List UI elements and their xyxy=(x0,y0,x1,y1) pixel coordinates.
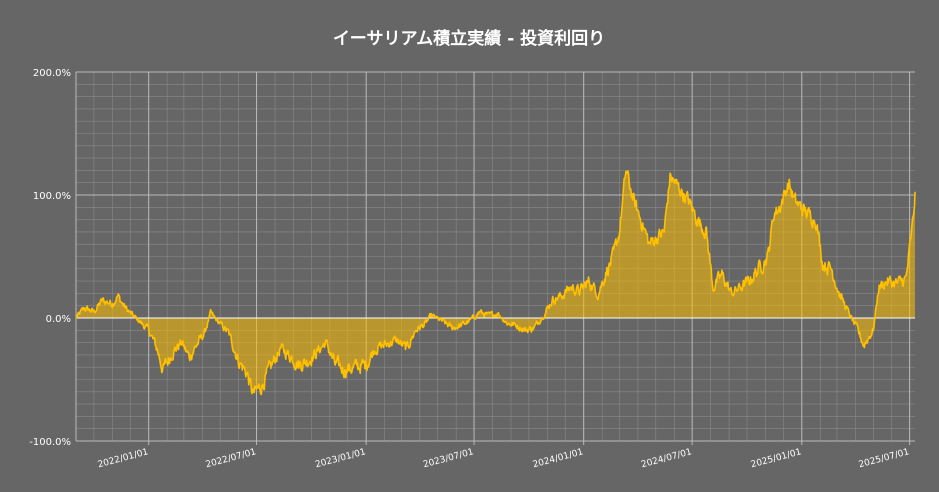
y-tick-label: 100.0% xyxy=(33,191,71,202)
y-axis: 200.0% 100.0% 0.0% -100.0% xyxy=(29,68,71,448)
y-tick-label: -100.0% xyxy=(29,437,71,448)
chart-title: イーサリアム積立実績 - 投資利回り xyxy=(333,28,605,49)
series-line xyxy=(75,170,916,396)
y-tick-label: 0.0% xyxy=(46,314,71,325)
series-area-fill xyxy=(76,170,915,395)
y-tick-label: 200.0% xyxy=(33,68,71,79)
